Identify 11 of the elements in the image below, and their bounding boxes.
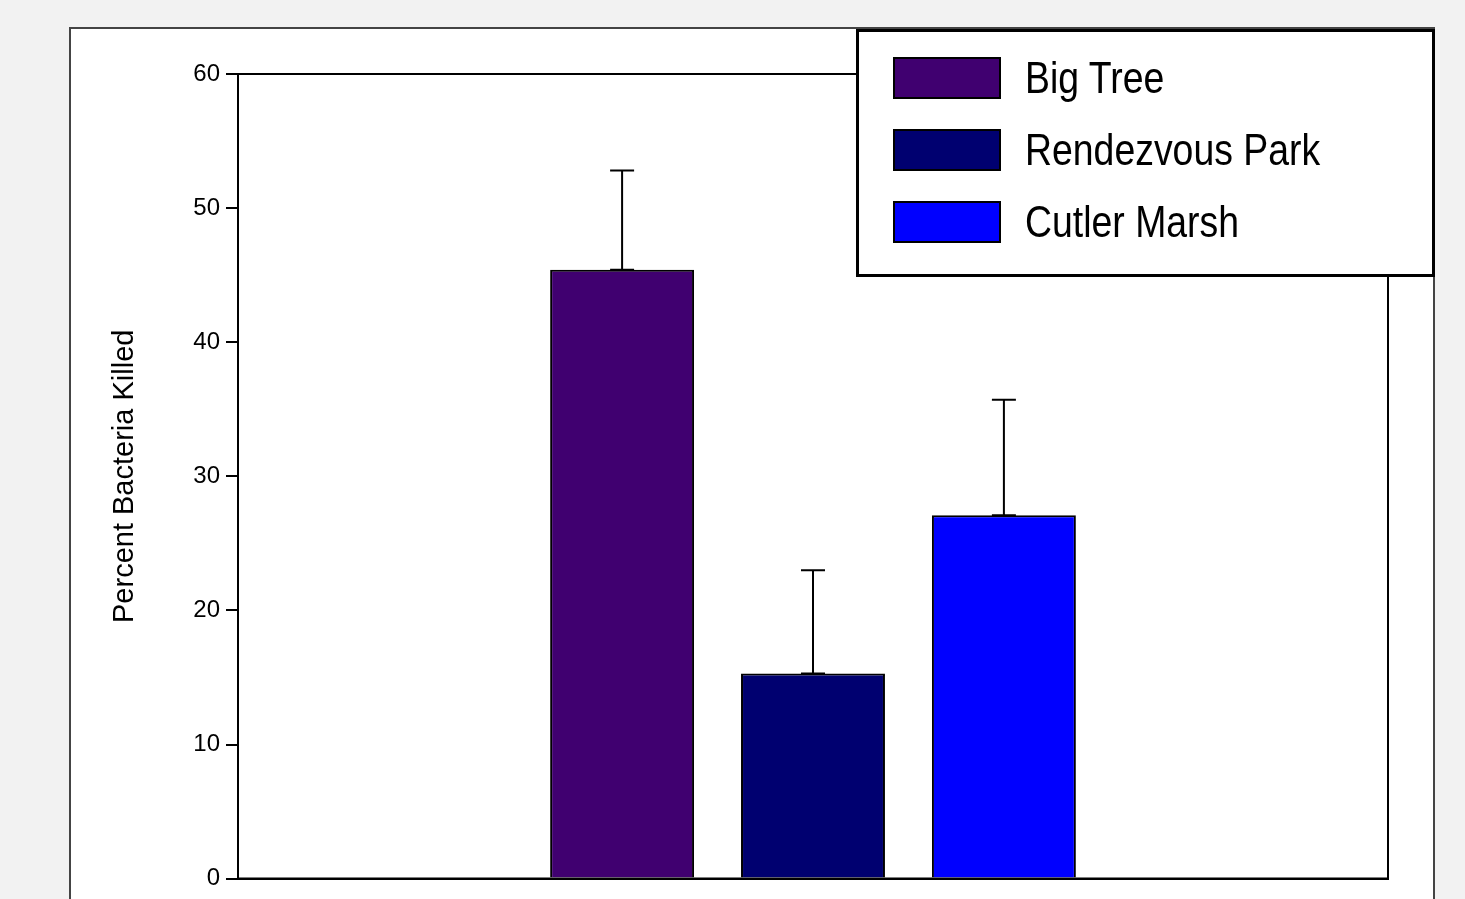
y-tick-label: 50 xyxy=(193,192,220,220)
y-tick-label: 30 xyxy=(193,460,220,488)
y-tick-label: 40 xyxy=(193,326,220,354)
y-tick-label: 20 xyxy=(193,595,220,623)
y-tick-label: 0 xyxy=(206,863,220,891)
y-tick-label: 60 xyxy=(193,58,220,86)
y-tick-label: 10 xyxy=(193,729,220,757)
y-axis-title: Percent Bacteria Killed xyxy=(107,329,140,623)
legend-label: Cutler Marsh xyxy=(1024,197,1239,247)
legend-label: Rendezvous Park xyxy=(1024,125,1320,175)
legend-label: Big Tree xyxy=(1024,53,1164,103)
